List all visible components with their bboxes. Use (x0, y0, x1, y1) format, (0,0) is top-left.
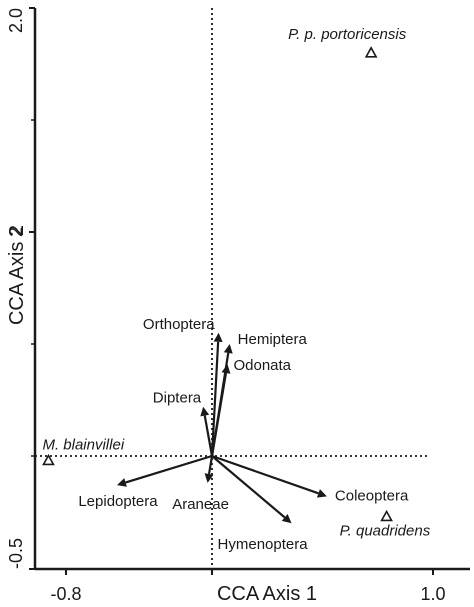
vector-label: Coleoptera (335, 487, 409, 504)
vector-line (210, 372, 228, 457)
vector-line (203, 415, 214, 457)
x-axis-title: CCA Axis 1 (217, 583, 317, 605)
vector-line (211, 455, 286, 519)
vector-arrowhead (116, 478, 127, 487)
vector-label: Odonata (233, 357, 291, 374)
vector-label: Hymenoptera (218, 536, 309, 553)
vector-arrowhead (200, 406, 210, 417)
y-tick-label-mid: 2 (6, 227, 26, 237)
y-axis-title: CCA Axis 2 (6, 225, 28, 325)
vector-arrowhead (221, 364, 231, 374)
vectors-layer: Orthoptera Hemiptera Odonata Diptera Lepidop… (78, 316, 409, 553)
vector-arrowhead (281, 513, 292, 524)
vector-label: Lepidoptera (78, 493, 158, 510)
species-point-triangle (380, 509, 393, 522)
species-label: P. p. portoricensis (288, 26, 407, 43)
species-label: M. blainvillei (42, 436, 124, 453)
species-label: P. quadridens (340, 522, 431, 539)
vector-line (210, 341, 220, 457)
species-point-triangle (364, 46, 378, 58)
x-tick-label-left: -0.8 (50, 584, 81, 604)
vector-arrowhead (213, 332, 223, 343)
vector-label: Araneae (172, 496, 229, 513)
vector-label: Hemiptera (238, 331, 308, 348)
vector-line (207, 455, 214, 475)
vector-line (211, 454, 319, 495)
vector-label: Diptera (153, 390, 202, 407)
vector-arrowhead (204, 473, 214, 483)
y-tick-label-top: 2.0 (6, 8, 26, 33)
vector-line (125, 454, 213, 484)
vector-arrowhead (316, 489, 327, 498)
vector-arrowhead (223, 344, 233, 354)
species-layer: P. p. portoricensis M. blainvillei P. quad… (42, 26, 431, 539)
y-tick-label-bottom: -0.5 (6, 538, 26, 569)
species-point-triangle (42, 453, 55, 466)
x-tick-label-right: 1.0 (420, 584, 445, 604)
vector-label: Orthoptera (143, 316, 215, 333)
